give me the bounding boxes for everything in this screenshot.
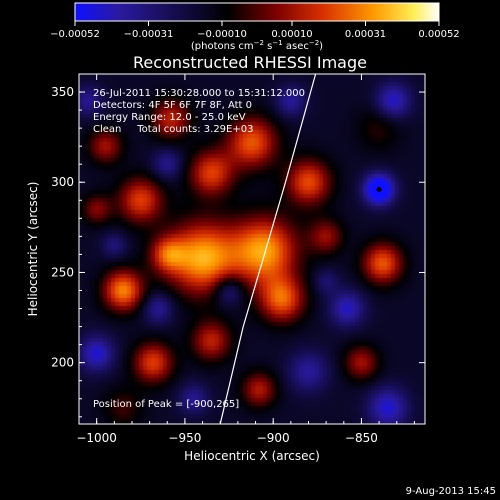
x-axis-label: Heliocentric X (arcsec) — [184, 449, 320, 463]
colorbar-ticks: −0.00052 −0.00031 −0.00010 0.00010 0.00031 0.… — [50, 21, 460, 40]
annotation-counts: Clean Total counts: 3.29E+03 — [93, 124, 253, 135]
plot-area — [79, 74, 425, 424]
x-tick-label: −950 — [168, 431, 201, 445]
footer-date: 9-Aug-2013 15:45 — [406, 486, 496, 497]
colorbar-tick-label: −0.00052 — [50, 29, 100, 40]
x-tick-label: −850 — [345, 431, 378, 445]
x-tick-label: −1000 — [76, 431, 117, 445]
solar-limb-line — [219, 74, 317, 424]
colorbar-tick-label: −0.00031 — [124, 29, 174, 40]
colorbar-tick-label: 0.00052 — [418, 29, 459, 40]
colorbar-tick-label: 0.00010 — [271, 29, 312, 40]
y-tick-label: 350 — [51, 85, 74, 99]
colorbar — [74, 2, 440, 22]
peak-marker — [376, 186, 382, 192]
y-axis: 200 250 300 350 — [51, 73, 425, 418]
x-axis: −1000 −950 −900 −850 — [76, 74, 415, 445]
peak-position-label: Position of Peak = [-900,265] — [93, 399, 239, 410]
annotation-energy: Energy Range: 12.0 - 25.0 keV — [93, 112, 246, 123]
heatmap-image-holder — [79, 74, 425, 424]
plot-frame — [78, 73, 426, 425]
heatmap-image — [79, 74, 425, 424]
colorbar-tick-label: 0.00031 — [345, 29, 386, 40]
annotation-detectors: Detectors: 4F 5F 6F 7F 8F, Att 0 — [93, 100, 252, 111]
y-tick-label: 200 — [51, 356, 74, 370]
x-tick-label: −900 — [257, 431, 290, 445]
y-tick-label: 250 — [51, 265, 74, 279]
y-axis-label: Heliocentric Y (arcsec) — [26, 182, 40, 317]
annotation-block: 26-Jul-2011 15:30:28.000 to 15:31:12.000… — [93, 88, 305, 135]
annotation-time: 26-Jul-2011 15:30:28.000 to 15:31:12.000 — [93, 88, 305, 99]
chart-title: Reconstructed RHESSI Image — [133, 53, 367, 72]
colorbar-unit-label: (photons cm−2 s−1 asec−2) — [191, 39, 323, 52]
y-tick-label: 300 — [51, 175, 74, 189]
colorbar-tick-label: −0.00010 — [197, 29, 247, 40]
